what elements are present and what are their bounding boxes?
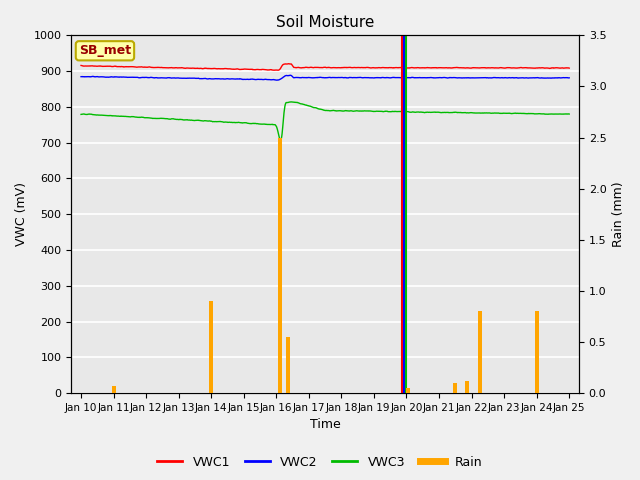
Bar (278, 138, 282, 393)
Y-axis label: VWC (mV): VWC (mV) (15, 182, 28, 246)
Y-axis label: Rain (mm): Rain (mm) (612, 181, 625, 247)
Bar (465, 381, 468, 393)
Bar (111, 386, 116, 393)
X-axis label: Time: Time (310, 419, 340, 432)
Bar (406, 388, 410, 393)
Bar (477, 312, 482, 393)
Text: SB_met: SB_met (79, 44, 131, 57)
Bar (209, 301, 213, 393)
Bar (534, 312, 539, 393)
Bar (285, 337, 290, 393)
Title: Soil Moisture: Soil Moisture (276, 15, 374, 30)
Legend: VWC1, VWC2, VWC3, Rain: VWC1, VWC2, VWC3, Rain (152, 451, 488, 474)
Bar (453, 383, 457, 393)
